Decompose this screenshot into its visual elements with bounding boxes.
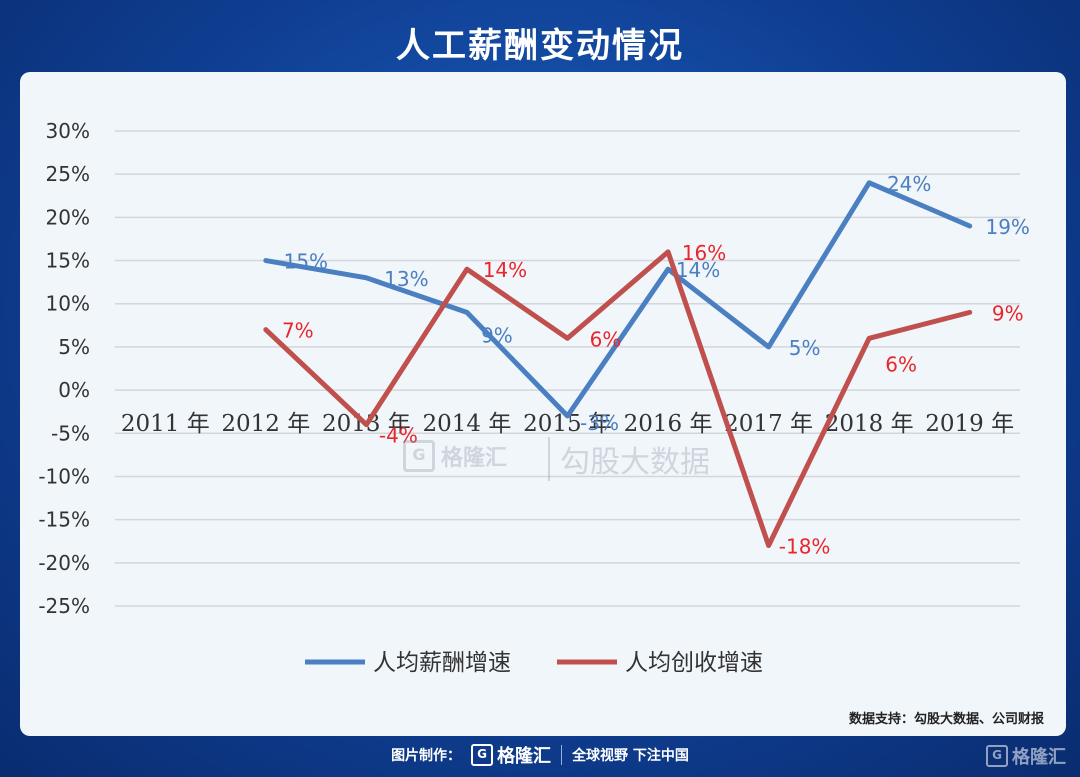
x-tick-label: 2017 年 — [724, 411, 813, 437]
data-label: 19% — [985, 215, 1029, 239]
data-label: 6% — [590, 327, 622, 351]
data-label: -3% — [580, 411, 619, 435]
data-source: 数据支持：勾股大数据、公司财报 — [848, 712, 1044, 727]
legend-label-1: 人均薪酬增速 — [373, 650, 511, 676]
x-tick-label: 2018 年 — [825, 411, 914, 437]
footer: 图片制作： G 格隆汇 全球视野 下注中国 — [0, 740, 1080, 770]
g-logo-icon: G — [986, 745, 1008, 767]
footer-logo-text: 格隆汇 — [497, 746, 552, 767]
x-tick-label: 2019 年 — [925, 411, 1014, 437]
y-tick-label: 15% — [46, 249, 90, 273]
watermark-text: 勾股大数据 — [548, 437, 710, 481]
x-tick-label: 2016 年 — [624, 411, 713, 437]
x-tick-label: 2011 年 — [121, 411, 210, 437]
y-tick-label: -15% — [38, 508, 90, 532]
series-line-1 — [263, 180, 973, 419]
x-tick-label: 2014 年 — [423, 411, 512, 437]
corner-logo-text: 格隆汇 — [1012, 747, 1066, 768]
y-tick-label: -25% — [38, 594, 90, 618]
watermark-logo: G 格隆汇 — [403, 440, 507, 472]
x-tick-label: 2012 年 — [221, 411, 310, 437]
y-tick-label: 10% — [46, 292, 90, 316]
data-label: 15% — [284, 250, 328, 274]
legend-label-2: 人均创收增速 — [625, 650, 763, 676]
y-tick-label: 25% — [46, 162, 90, 186]
y-tick-label: 0% — [58, 378, 90, 402]
y-tick-label: 20% — [46, 205, 90, 229]
footer-divider — [561, 745, 563, 765]
corner-logo: G 格隆汇 — [986, 743, 1066, 769]
y-tick-label: 5% — [58, 335, 90, 359]
data-label: -4% — [379, 424, 418, 448]
footer-made-by: 图片制作： — [391, 748, 462, 764]
data-label: 9% — [481, 323, 513, 347]
series-line-2 — [263, 249, 973, 549]
page-title: 人工薪酬变动情况 — [396, 26, 684, 66]
data-label: -18% — [779, 535, 831, 559]
data-label: 14% — [483, 258, 527, 282]
footer-slogan: 全球视野 下注中国 — [572, 748, 689, 764]
y-tick-label: 30% — [46, 119, 90, 143]
g-logo-icon: G — [471, 744, 494, 766]
data-label: 5% — [789, 336, 821, 360]
chart-panel: 30% 25% 20% 15% 10% 5% 0% -5% -10% -15% -20% -25% 20… — [20, 72, 1066, 736]
data-label: 6% — [885, 352, 917, 376]
data-label: 14% — [676, 258, 720, 282]
data-label: 13% — [384, 267, 428, 291]
footer-logo: G 格隆汇 — [471, 742, 551, 768]
data-label: 24% — [887, 172, 931, 196]
g-logo-icon: G — [403, 440, 435, 472]
y-tick-label: -20% — [38, 551, 90, 575]
data-label: 16% — [682, 241, 726, 265]
watermark-logo-text: 格隆汇 — [441, 446, 508, 471]
line-chart: 30% 25% 20% 15% 10% 5% 0% -5% -10% -15% -20% -25% 20… — [38, 119, 1030, 676]
y-tick-label: -10% — [38, 464, 90, 488]
data-label: 9% — [992, 301, 1024, 325]
y-tick-label: -5% — [51, 421, 90, 445]
data-label: 7% — [282, 319, 314, 343]
